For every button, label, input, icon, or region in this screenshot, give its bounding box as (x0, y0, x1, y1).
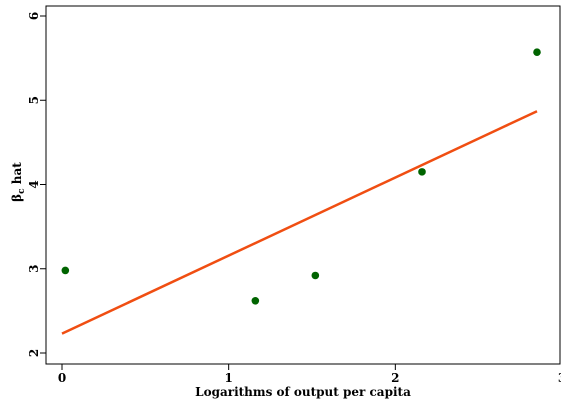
y-axis-title-symbol: β (10, 194, 24, 202)
x-tick-label: 2 (391, 371, 399, 385)
scatter-points (61, 48, 541, 305)
data-point (61, 266, 70, 275)
y-tick-label: 3 (27, 265, 41, 273)
data-point (251, 296, 260, 305)
y-tick-label: 2 (27, 349, 41, 357)
data-point (418, 168, 426, 176)
fit-line-layer (61, 110, 538, 335)
y-axis-title-subscript: c (17, 188, 27, 194)
x-tick-label: 3 (558, 371, 561, 385)
y-tick-label: 5 (27, 96, 41, 104)
x-tick-label: 1 (224, 371, 232, 385)
data-point (311, 271, 320, 280)
plot-frame (45, 5, 561, 365)
data-point (533, 48, 541, 57)
x-axis-ticks: 0 1 2 3 (58, 364, 561, 385)
y-tick-label: 6 (27, 12, 41, 20)
y-axis-title: βc hat (10, 162, 27, 202)
x-axis-title: Logarithms of output per capita (195, 385, 411, 399)
y-tick-label: 4 (27, 180, 41, 188)
y-axis-ticks: 2 3 4 5 6 (27, 12, 46, 357)
x-tick-label: 0 (58, 371, 66, 385)
fitted-line (61, 110, 538, 335)
y-axis-title-suffix: hat (10, 162, 24, 189)
